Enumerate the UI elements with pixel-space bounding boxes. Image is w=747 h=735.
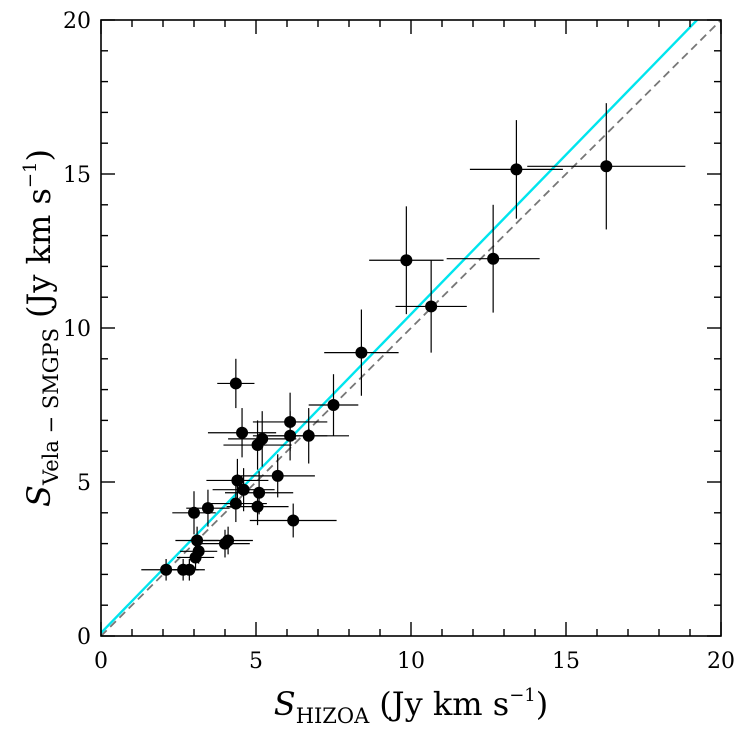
x-tick-label: 5 [249, 649, 263, 674]
data-point [186, 489, 230, 527]
data-point [527, 103, 686, 230]
one-to-one-line [101, 20, 721, 636]
data-point [206, 458, 269, 503]
point-marker [400, 254, 413, 267]
point-marker [510, 163, 523, 176]
data-point [225, 471, 294, 515]
point-marker [192, 545, 205, 558]
point-marker [236, 426, 249, 439]
point-marker [287, 514, 300, 527]
data-point [207, 408, 277, 458]
point-marker [271, 469, 284, 482]
data-point [223, 420, 292, 470]
data-point [446, 204, 540, 313]
point-marker [256, 432, 269, 445]
y-tick-label: 15 [63, 163, 91, 188]
x-tick-label: 20 [707, 649, 735, 674]
y-tick-label: 10 [63, 317, 91, 342]
point-marker [251, 500, 264, 513]
point-marker [425, 300, 438, 313]
point-marker [222, 534, 235, 547]
point-marker [229, 497, 242, 510]
data-point [203, 526, 253, 555]
point-marker [253, 486, 266, 499]
data-point [469, 120, 563, 219]
data-point [141, 559, 191, 581]
y-axis-label: SVela − SMGPS(Jy km s−1) [20, 149, 63, 507]
data-point [240, 454, 315, 498]
point-marker [487, 252, 500, 265]
point-marker [600, 160, 613, 173]
point-marker [231, 474, 244, 487]
point-marker [191, 534, 204, 547]
x-tick-label: 10 [397, 649, 425, 674]
fit-line [101, 20, 699, 634]
data-point [395, 260, 467, 353]
point-marker [188, 506, 200, 519]
x-tick-label: 0 [94, 649, 108, 674]
point-marker [201, 502, 214, 515]
point-marker [160, 563, 173, 576]
data-point [308, 374, 359, 436]
data-point [249, 503, 337, 538]
data-point [173, 559, 205, 581]
y-tick-label: 20 [63, 9, 91, 34]
x-tick-label: 15 [552, 649, 580, 674]
point-marker [237, 483, 250, 496]
point-marker [355, 346, 368, 359]
y-tick-label: 5 [77, 471, 91, 496]
data-point [268, 408, 349, 464]
x-axis-label: SHIZOA (Jy km s−1) [274, 685, 548, 728]
y-tick-label: 0 [77, 625, 91, 650]
point-marker [327, 399, 340, 411]
point-marker [229, 377, 242, 390]
data-point [212, 468, 275, 512]
point-marker [302, 429, 315, 442]
data-point [369, 206, 444, 315]
data-point [217, 358, 255, 409]
point-marker [183, 563, 196, 576]
data-point [324, 309, 399, 396]
